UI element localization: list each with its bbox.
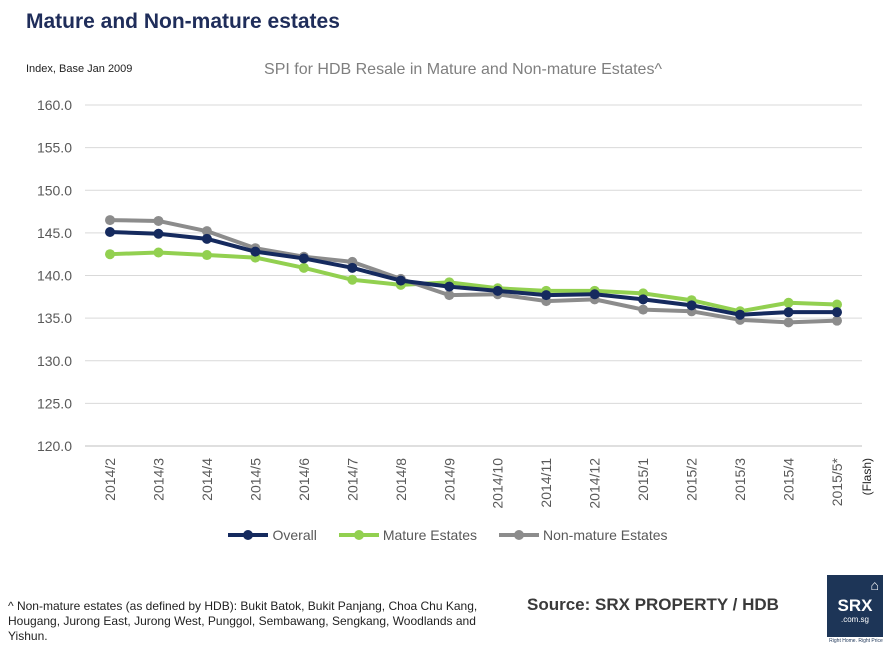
data-point	[589, 289, 600, 300]
data-point	[444, 281, 455, 292]
y-tick-label: 125.0	[37, 395, 72, 411]
data-point	[638, 294, 649, 305]
data-point	[783, 297, 794, 308]
data-point	[298, 262, 309, 273]
data-point	[783, 317, 794, 328]
y-tick-label: 120.0	[37, 438, 72, 454]
data-point	[444, 290, 455, 301]
x-tick-label: 2014/12	[587, 458, 603, 509]
series-overall	[105, 227, 842, 320]
data-point	[492, 285, 503, 296]
legend-label: Non-mature Estates	[543, 527, 668, 543]
data-point	[105, 227, 115, 238]
x-tick-label: 2015/2	[684, 458, 700, 501]
y-axis-ticks: 160.0 155.0 150.0 145.0 140.0 135.0 130.0 125.0…	[37, 97, 72, 454]
house-icon: ⌂	[870, 577, 879, 593]
line-chart: 160.0 155.0 150.0 145.0 140.0 135.0 130.0 125.0…	[37, 97, 874, 509]
y-axis-unit-label: Index, Base Jan 2009	[26, 63, 133, 75]
series-lines	[105, 215, 842, 328]
legend-label: Mature Estates	[382, 527, 477, 543]
legend-swatch	[499, 528, 539, 542]
srx-logo: ⌂ SRX .com.sg	[827, 575, 883, 637]
y-tick-label: 155.0	[37, 140, 72, 156]
x-tick-label: 2014/6	[296, 458, 312, 501]
legend-label: Overall	[272, 527, 317, 543]
data-point	[201, 233, 212, 244]
x-axis-note: (Flash)	[860, 458, 874, 495]
x-tick-label: 2015/4	[781, 458, 797, 501]
x-axis-ticks: 2014/2 2014/3 2014/4 2014/5 2014/6 2014/7 2014…	[102, 457, 874, 508]
data-point	[541, 290, 552, 301]
x-tick-label: 2014/9	[441, 458, 457, 501]
logo-text: SRX	[837, 596, 873, 615]
series-line	[109, 218, 838, 325]
legend-item: Non-mature Estates	[499, 527, 668, 543]
footnote: ^ Non-mature estates (as defined by HDB)…	[8, 599, 478, 643]
x-tick-label: 2014/11	[538, 458, 554, 508]
legend-item: Overall	[228, 527, 317, 543]
series-mature-estates	[105, 247, 842, 317]
source-label: Source: SRX PROPERTY / HDB	[527, 595, 779, 614]
chart-title: SPI for HDB Resale in Mature and Non-mat…	[264, 61, 662, 78]
y-tick-label: 145.0	[37, 225, 72, 241]
x-tick-label: 2014/3	[150, 458, 166, 501]
series-line	[109, 230, 837, 317]
x-tick-label: 2014/4	[199, 458, 215, 501]
y-tick-label: 140.0	[37, 268, 72, 284]
x-tick-label: 2014/10	[490, 458, 506, 509]
x-tick-label: 2014/8	[393, 458, 409, 501]
gridlines	[85, 104, 862, 447]
y-tick-label: 135.0	[37, 310, 72, 326]
x-tick-label: 2015/1	[635, 458, 651, 501]
y-tick-label: 160.0	[37, 97, 72, 113]
data-point	[201, 226, 212, 237]
page-title: Mature and Non-mature estates	[26, 10, 340, 33]
x-tick-label: 2015/3	[732, 458, 748, 501]
data-point	[832, 307, 842, 318]
x-tick-label: 2014/7	[344, 458, 360, 501]
data-point	[638, 304, 649, 315]
series-line	[109, 250, 838, 314]
y-tick-label: 130.0	[37, 353, 72, 369]
data-point	[686, 300, 697, 311]
data-point	[105, 215, 115, 226]
x-tick-label: 2014/5	[247, 458, 263, 501]
data-point	[201, 250, 212, 261]
data-point	[298, 253, 309, 264]
legend-item: Mature Estates	[338, 527, 477, 543]
data-point	[153, 215, 164, 226]
y-tick-label: 150.0	[37, 182, 72, 198]
data-point	[153, 228, 164, 239]
data-point	[735, 309, 746, 320]
data-point	[105, 249, 115, 260]
logo-subtext: .com.sg	[840, 615, 869, 624]
data-point	[832, 315, 842, 326]
data-point	[783, 307, 794, 318]
legend-swatch	[338, 528, 379, 542]
legend-swatch	[228, 528, 269, 542]
data-point	[347, 274, 358, 285]
data-point	[347, 262, 358, 273]
logo-tagline: Right Home. Right Price	[829, 638, 883, 644]
x-tick-label: 2014/2	[102, 458, 118, 501]
data-point	[832, 299, 842, 310]
data-point	[153, 247, 164, 258]
x-tick-label: 2015/5*	[829, 457, 845, 506]
legend: Overall Mature Estates Non-mature Estates	[0, 527, 896, 543]
data-point	[395, 275, 406, 286]
data-point	[250, 246, 261, 257]
